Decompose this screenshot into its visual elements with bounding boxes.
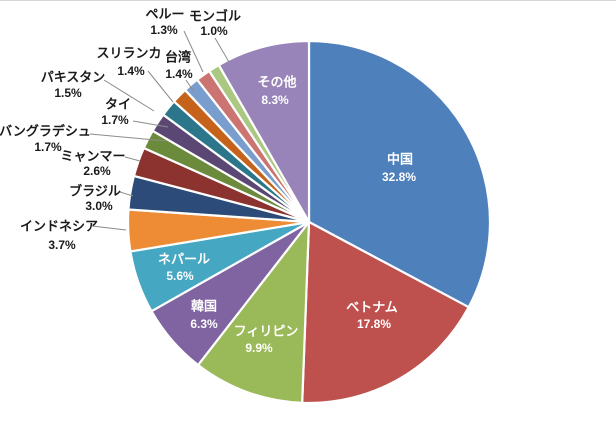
leader-line-mongolia xyxy=(214,37,230,63)
slice-label-pakistan: パキスタン xyxy=(41,70,106,85)
pie-slice-others[interactable] xyxy=(217,39,311,224)
leader-line-myanmar xyxy=(124,156,141,162)
pie-slice-china[interactable] xyxy=(307,39,492,309)
slice-label-myanmar: ミャンマー xyxy=(60,149,125,164)
chart-top-border xyxy=(0,0,616,1)
slice-percent-mongolia: 1.0% xyxy=(200,24,228,38)
slice-percent-thailand: 1.7% xyxy=(101,113,129,127)
slice-percent-vietnam: 17.8% xyxy=(357,317,391,331)
slice-percent-myanmar: 2.6% xyxy=(83,164,111,178)
leader-line-pakistan xyxy=(103,79,155,112)
slice-label-indonesia: インドネシア xyxy=(20,219,98,234)
slice-label-bangladesh: バングラデシュ xyxy=(0,124,91,139)
leader-line-peru xyxy=(183,30,204,73)
slice-percent-sri-lanka: 1.4% xyxy=(117,64,145,78)
leader-line-brazil xyxy=(119,191,134,197)
slice-percent-peru: 1.3% xyxy=(150,23,178,37)
slice-percent-pakistan: 1.5% xyxy=(54,86,82,100)
leader-line-thailand xyxy=(132,120,169,128)
slice-label-peru: ペルー xyxy=(145,7,184,22)
slice-percent-others: 8.3% xyxy=(261,93,289,107)
slice-percent-china: 32.8% xyxy=(382,170,416,184)
slice-label-nepal: ネパール xyxy=(158,252,210,267)
slice-label-mongolia: モンゴル xyxy=(189,9,241,24)
slice-label-south-korea: 韓国 xyxy=(191,299,217,314)
slice-label-china: 中国 xyxy=(387,152,413,167)
slice-label-taiwan: 台湾 xyxy=(165,50,191,65)
pie-slice-vietnam[interactable] xyxy=(301,220,470,405)
leader-line-sri-lanka xyxy=(147,70,174,103)
slice-label-vietnam: ベトナム xyxy=(346,300,398,315)
slice-percent-bangladesh: 1.7% xyxy=(34,140,62,154)
slice-label-brazil: ブラジル xyxy=(69,184,121,199)
pie-slice-philippines[interactable] xyxy=(196,220,311,404)
leader-line-indonesia xyxy=(91,225,127,231)
slice-percent-taiwan: 1.4% xyxy=(165,67,193,81)
leader-line-taiwan xyxy=(185,79,195,93)
slice-label-thailand: タイ xyxy=(105,97,131,112)
slice-percent-south-korea: 6.3% xyxy=(190,317,218,331)
leader-line-bangladesh xyxy=(89,133,167,142)
slice-percent-brazil: 3.0% xyxy=(85,199,113,213)
slice-label-others: その他 xyxy=(257,75,296,90)
slice-percent-philippines: 9.9% xyxy=(245,341,273,355)
slice-label-philippines: フィリピン xyxy=(234,324,299,339)
slice-percent-indonesia: 3.7% xyxy=(48,238,76,252)
slice-percent-nepal: 5.6% xyxy=(166,269,194,283)
slice-label-sri-lanka: スリランカ xyxy=(96,46,161,61)
